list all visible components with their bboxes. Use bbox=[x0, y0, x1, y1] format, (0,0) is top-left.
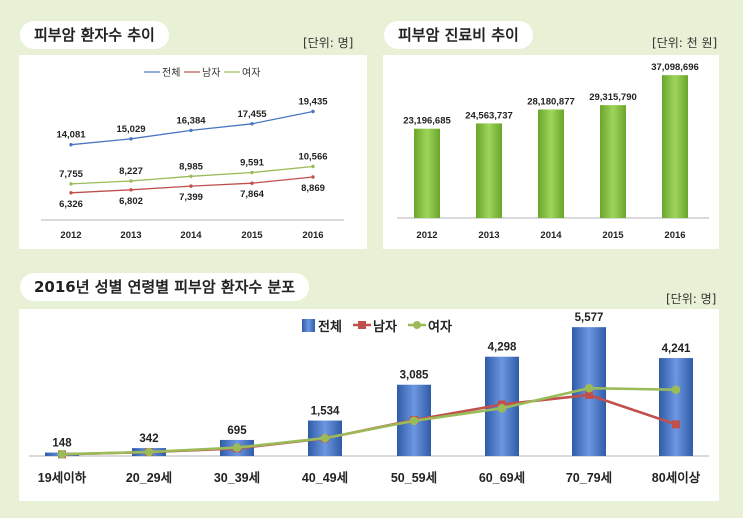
data-label: 16,384 bbox=[176, 115, 206, 126]
legend-label: 여자 bbox=[428, 319, 452, 334]
legend-swatch bbox=[302, 319, 315, 332]
data-point bbox=[250, 181, 254, 185]
data-label: 23,196,685 bbox=[403, 116, 451, 127]
x-tick-label: 30_39세 bbox=[214, 470, 260, 485]
data-label: 14,081 bbox=[56, 130, 86, 141]
data-label: 17,455 bbox=[237, 109, 267, 120]
data-point bbox=[671, 385, 681, 394]
data-label: 342 bbox=[139, 433, 158, 445]
data-label: 29,315,790 bbox=[589, 92, 637, 103]
patients-line-chart: 전체 남자 여자 14,081 15,029 16,384 17,455 19,435 6,32… bbox=[41, 67, 344, 241]
data-label: 19,435 bbox=[298, 97, 328, 108]
x-tick-label: 20_29세 bbox=[126, 470, 172, 485]
x-tick-label: 2013 bbox=[120, 230, 141, 241]
data-point bbox=[232, 443, 242, 452]
data-point bbox=[497, 403, 507, 413]
data-point bbox=[311, 175, 315, 179]
legend-marker bbox=[358, 321, 366, 329]
x-tick-label: 2016 bbox=[664, 230, 685, 241]
data-point bbox=[585, 391, 593, 400]
dist-title: 2016년 성별 연령별 피부암 환자수 분포 bbox=[20, 273, 310, 301]
data-point bbox=[250, 122, 254, 126]
x-tick-label: 2015 bbox=[602, 230, 624, 241]
data-label: 1,534 bbox=[311, 406, 340, 418]
series-line bbox=[61, 386, 677, 456]
data-label: 695 bbox=[227, 425, 247, 437]
data-label: 37,098,696 bbox=[651, 62, 699, 73]
dist-unit: [단위: 명] bbox=[666, 292, 717, 306]
data-label: 6,802 bbox=[119, 196, 143, 207]
data-label: 8,985 bbox=[179, 161, 203, 172]
data-point bbox=[129, 137, 133, 141]
data-point bbox=[69, 142, 73, 147]
legend-label: 남자 bbox=[202, 67, 220, 79]
data-label: 7,399 bbox=[179, 192, 203, 203]
x-tick-label: 80세이상 bbox=[652, 470, 701, 485]
data-label: 8,227 bbox=[119, 166, 143, 177]
data-label: 5,577 bbox=[575, 312, 604, 324]
data-point bbox=[320, 433, 330, 443]
data-point bbox=[672, 420, 680, 429]
patients-chart-box: 전체 남자 여자 14,081 15,029 16,384 17,455 19,435 6,32… bbox=[19, 55, 367, 249]
dist-combo-chart: 전체 남자 여자 148 342 695 1,534 3,085 4,298 5,577 4,241… bbox=[29, 312, 709, 485]
legend-label: 여자 bbox=[242, 67, 260, 79]
data-label: 10,566 bbox=[298, 151, 327, 162]
x-tick-label: 2014 bbox=[180, 230, 202, 241]
data-point bbox=[311, 109, 315, 114]
x-tick-label: 2014 bbox=[540, 230, 562, 241]
data-label: 4,298 bbox=[488, 342, 517, 354]
x-tick-label: 2016 bbox=[302, 230, 323, 241]
data-label: 148 bbox=[52, 438, 72, 450]
legend-marker bbox=[413, 321, 421, 329]
cost-bar-chart: 23,196,685 24,563,737 28,180,877 29,315,790… bbox=[397, 62, 709, 241]
data-label: 8,869 bbox=[301, 183, 325, 194]
data-point bbox=[69, 182, 73, 186]
bar bbox=[414, 128, 440, 218]
data-label: 28,180,877 bbox=[527, 97, 575, 108]
bar bbox=[662, 75, 688, 219]
patients-title: 피부암 환자수 추이 bbox=[20, 21, 169, 49]
bar bbox=[476, 123, 502, 218]
data-point bbox=[129, 179, 133, 183]
x-tick-label: 2012 bbox=[60, 230, 81, 241]
cost-unit: [단위: 천 원] bbox=[652, 36, 718, 50]
data-point bbox=[69, 191, 73, 195]
patients-unit: [단위: 명] bbox=[303, 36, 354, 50]
cost-chart-box: 23,196,685 24,563,737 28,180,877 29,315,790… bbox=[383, 55, 719, 249]
data-point bbox=[189, 174, 193, 178]
data-label: 4,241 bbox=[662, 343, 691, 355]
data-point bbox=[144, 447, 154, 457]
bar bbox=[659, 358, 693, 456]
x-tick-label: 70_79세 bbox=[566, 470, 612, 485]
data-label: 6,326 bbox=[59, 199, 83, 210]
data-label: 15,029 bbox=[116, 124, 145, 135]
data-label: 3,085 bbox=[400, 370, 429, 382]
data-point bbox=[250, 170, 254, 175]
data-label: 7,864 bbox=[240, 189, 264, 200]
x-tick-label: 2012 bbox=[416, 230, 437, 241]
data-point bbox=[189, 128, 193, 133]
legend-label: 남자 bbox=[373, 319, 397, 334]
data-point bbox=[129, 188, 133, 192]
x-tick-label: 60_69세 bbox=[479, 470, 525, 485]
bar bbox=[600, 105, 626, 218]
legend-label: 전체 bbox=[318, 319, 342, 334]
data-point bbox=[57, 449, 67, 459]
data-label: 24,563,737 bbox=[465, 110, 513, 121]
legend-label: 전체 bbox=[162, 67, 180, 79]
data-label: 9,591 bbox=[240, 158, 264, 169]
data-point bbox=[189, 184, 193, 188]
data-point bbox=[584, 383, 594, 393]
x-tick-label: 19세이하 bbox=[38, 470, 87, 485]
x-tick-label: 2015 bbox=[241, 230, 263, 241]
x-tick-label: 2013 bbox=[478, 230, 499, 241]
data-point bbox=[311, 164, 315, 169]
bar bbox=[538, 109, 564, 218]
data-label: 7,755 bbox=[59, 169, 83, 180]
x-tick-label: 40_49세 bbox=[302, 470, 348, 485]
x-tick-label: 50_59세 bbox=[391, 470, 437, 485]
dist-chart-box: 전체 남자 여자 148 342 695 1,534 3,085 4,298 5,577 4,241… bbox=[19, 309, 719, 501]
data-point bbox=[409, 416, 419, 426]
cost-title: 피부암 진료비 추이 bbox=[384, 21, 533, 49]
